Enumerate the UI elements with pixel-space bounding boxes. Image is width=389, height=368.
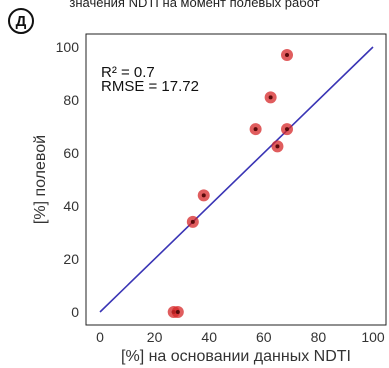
y-tick-label: 40 xyxy=(63,198,79,214)
x-tick-label: 100 xyxy=(361,329,385,345)
x-tick-label: 40 xyxy=(201,329,217,345)
scatter-point xyxy=(197,189,210,202)
scatter-point-center xyxy=(201,193,206,198)
scatter-point-center xyxy=(175,310,180,314)
plot-frame xyxy=(85,33,387,326)
scatter-point-center xyxy=(190,219,195,224)
scatter-point-center xyxy=(275,144,280,149)
scatter-point-center xyxy=(253,127,258,132)
scatter-point xyxy=(171,306,184,318)
y-tick-label: 60 xyxy=(63,145,79,161)
scatter-point-center xyxy=(285,127,290,132)
x-tick-label: 60 xyxy=(256,329,272,345)
y-tick-label: 100 xyxy=(56,39,80,55)
scatter-point-center xyxy=(285,52,290,57)
r-squared-annotation: R² = 0.7 xyxy=(101,64,155,81)
scatter-point xyxy=(271,140,284,153)
y-tick-label: 20 xyxy=(63,251,79,267)
figure-caption: значения NDTI на момент полевых работ xyxy=(69,0,320,10)
y-tick-label: 80 xyxy=(63,92,79,108)
y-axis-ticks: 0 20 40 60 80 100 xyxy=(56,39,80,320)
panel-label-badge: Д xyxy=(8,8,34,34)
scatter-point xyxy=(281,123,294,136)
scatter-point xyxy=(249,123,262,136)
panel-label: Д xyxy=(15,12,27,30)
x-axis-ticks: 0 20 40 60 80 100 xyxy=(96,329,385,345)
rmse-annotation: RMSE = 17.72 xyxy=(101,78,199,95)
scatter-point xyxy=(186,215,199,228)
scatter-point xyxy=(281,48,294,61)
y-axis-label: [%] полевой xyxy=(32,135,49,224)
x-tick-label: 0 xyxy=(96,329,104,345)
scatter-point xyxy=(264,91,277,104)
x-tick-label: 20 xyxy=(147,329,163,345)
identity-line xyxy=(99,46,374,313)
y-tick-label: 0 xyxy=(71,304,79,320)
scatter-point-center xyxy=(268,95,273,100)
series-layer xyxy=(99,46,374,318)
x-tick-label: 80 xyxy=(311,329,327,345)
x-axis-label: [%] на основании данных NDTI xyxy=(121,348,351,365)
